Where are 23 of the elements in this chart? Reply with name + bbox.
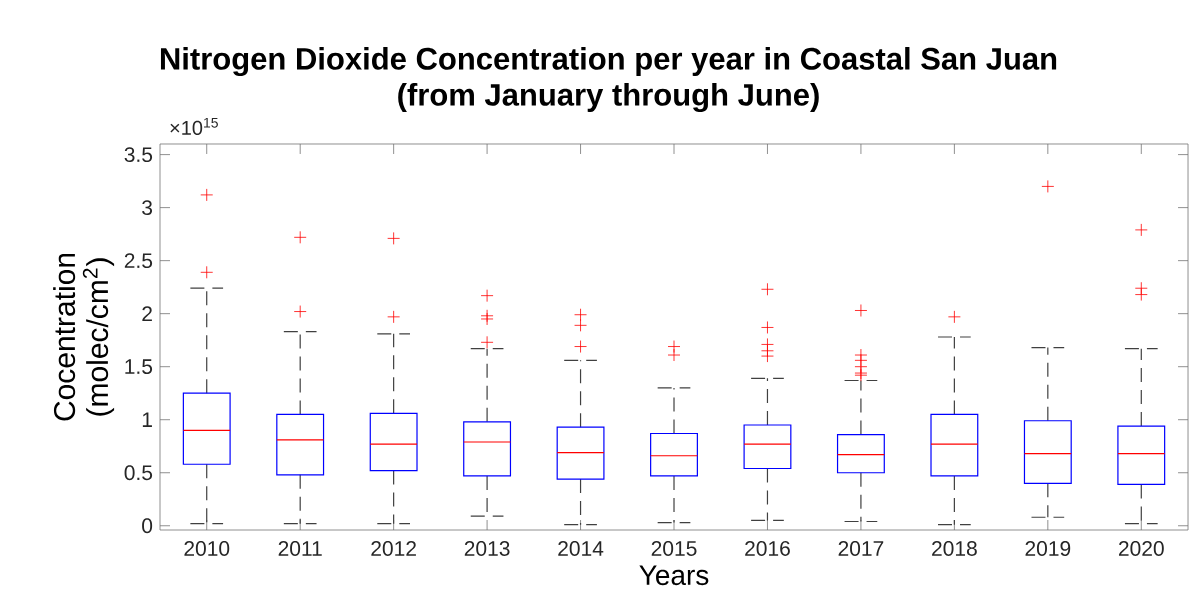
x-tick-label: 2012 — [371, 541, 416, 556]
y-tick-label: 2.5 — [124, 253, 153, 269]
x-tick-label: 2020 — [1118, 541, 1164, 556]
y-tick-label: 0.5 — [124, 465, 153, 481]
chart-title: Nitrogen Dioxide Concentration per year in Coastal San Juan — [160, 47, 1057, 77]
y-tick-label: 1 — [142, 412, 152, 427]
x-tick-label: 2011 — [278, 541, 322, 556]
x-tick-label: 2014 — [558, 541, 604, 556]
x-axis-title: Years — [639, 565, 709, 586]
x-tick-label: 2016 — [745, 541, 790, 556]
x-tick-label: 2010 — [184, 541, 230, 556]
y-tick-label: 2 — [142, 306, 152, 321]
y-tick-label: 3 — [142, 200, 153, 216]
y-tick-label: 1.5 — [125, 359, 153, 375]
x-tick-label: 2017 — [838, 541, 884, 556]
x-tick-label: 2015 — [651, 541, 697, 556]
x-tick-label: 2013 — [464, 541, 510, 556]
y-tick-label: 3.5 — [124, 147, 153, 163]
chart-subtitle: (from January through June) — [398, 83, 819, 113]
y-tick-label: 0 — [142, 518, 153, 534]
text: ×10$^{15}$ — [170, 117, 218, 135]
x-tick-label: 2019 — [1025, 541, 1071, 556]
x-tick-label: 2018 — [932, 541, 977, 556]
